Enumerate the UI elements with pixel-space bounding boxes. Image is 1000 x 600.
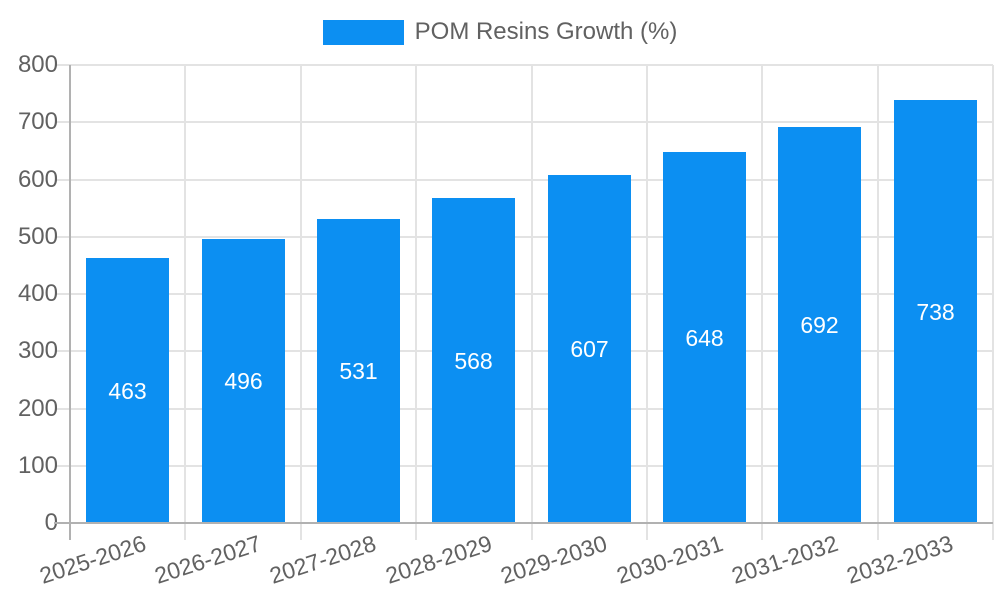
y-axis-tick-label: 300 bbox=[17, 337, 58, 364]
y-axis-tick-label: 600 bbox=[17, 166, 58, 193]
y-axis-tick bbox=[55, 236, 70, 238]
bar-2027-2028[interactable] bbox=[317, 219, 400, 523]
x-axis-tick bbox=[184, 523, 186, 540]
y-axis-tick-label: 800 bbox=[17, 51, 58, 78]
legend-item[interactable]: POM Resins Growth (%) bbox=[0, 18, 1000, 46]
x-axis-line bbox=[54, 522, 993, 524]
x-axis-tick-label: 2028-2029 bbox=[382, 530, 496, 589]
bar-value-label: 463 bbox=[108, 378, 147, 404]
legend-swatch bbox=[322, 19, 404, 45]
bar-value-label: 738 bbox=[916, 299, 955, 325]
x-axis-tick-label: 2030-2031 bbox=[613, 530, 727, 589]
bar-value-label: 531 bbox=[339, 358, 378, 384]
gridline-vertical bbox=[877, 65, 879, 523]
y-axis-tick bbox=[55, 293, 70, 295]
x-axis-tick bbox=[646, 523, 648, 540]
gridline-vertical bbox=[184, 65, 186, 523]
bar-value-label: 648 bbox=[685, 325, 724, 351]
x-axis-tick-label: 2025-2026 bbox=[36, 530, 150, 589]
y-axis-tick bbox=[55, 408, 70, 410]
x-axis-tick-label: 2031-2032 bbox=[728, 530, 842, 589]
bar-2026-2027[interactable] bbox=[202, 239, 285, 523]
x-axis-tick-label: 2032-2033 bbox=[843, 530, 957, 589]
y-axis-tick bbox=[55, 64, 70, 66]
y-axis-tick-label: 500 bbox=[17, 223, 58, 250]
bar-2031-2032[interactable] bbox=[778, 127, 861, 523]
bar-value-label: 607 bbox=[570, 336, 609, 362]
legend-label: POM Resins Growth (%) bbox=[414, 18, 678, 45]
x-axis-tick bbox=[761, 523, 763, 540]
bar-2032-2033[interactable] bbox=[894, 100, 977, 523]
gridline-vertical bbox=[646, 65, 648, 523]
x-axis-tick-label: 2029-2030 bbox=[497, 530, 611, 589]
y-axis-tick-label: 700 bbox=[17, 108, 58, 135]
gridline-vertical bbox=[300, 65, 302, 523]
bar-2028-2029[interactable] bbox=[432, 198, 515, 523]
y-axis-tick-label: 400 bbox=[17, 280, 58, 307]
x-axis-tick bbox=[877, 523, 879, 540]
y-axis-tick-label: 200 bbox=[17, 395, 58, 422]
gridline-vertical bbox=[761, 65, 763, 523]
x-axis-tick bbox=[300, 523, 302, 540]
x-axis-tick bbox=[992, 523, 994, 540]
x-axis-tick bbox=[531, 523, 533, 540]
y-axis-tick-label: 0 bbox=[44, 509, 58, 536]
y-axis-tick bbox=[55, 179, 70, 181]
x-axis-tick bbox=[415, 523, 417, 540]
y-axis-tick bbox=[55, 350, 70, 352]
bar-value-label: 496 bbox=[224, 368, 263, 394]
x-axis-tick-label: 2027-2028 bbox=[266, 530, 380, 589]
gridline-vertical bbox=[992, 65, 994, 523]
x-axis-tick-label: 2026-2027 bbox=[151, 530, 265, 589]
bar-2030-2031[interactable] bbox=[663, 152, 746, 523]
y-axis-tick-label: 100 bbox=[17, 452, 58, 479]
y-axis-line bbox=[69, 65, 71, 540]
bar-2029-2030[interactable] bbox=[548, 175, 631, 523]
y-axis-tick bbox=[55, 121, 70, 123]
bar-value-label: 692 bbox=[800, 312, 839, 338]
bar-2025-2026[interactable] bbox=[86, 258, 169, 523]
gridline-vertical bbox=[531, 65, 533, 523]
y-axis-tick bbox=[55, 465, 70, 467]
bar-value-label: 568 bbox=[454, 348, 493, 374]
gridline-vertical bbox=[415, 65, 417, 523]
